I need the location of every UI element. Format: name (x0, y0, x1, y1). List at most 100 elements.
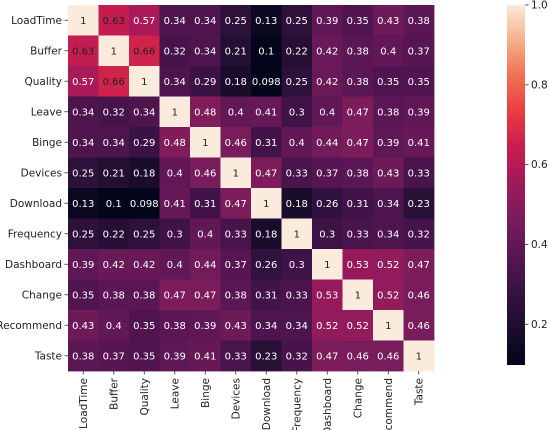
heatmap-cell (190, 127, 221, 158)
heatmap-cell (129, 188, 160, 219)
heatmap-cell (68, 218, 99, 250)
y-tick-label: Download (10, 198, 62, 210)
heatmap-cell (220, 218, 252, 250)
cell-value-label: 0.22 (286, 46, 308, 57)
cell-value-label: 0.63 (103, 16, 125, 27)
heatmap-cell (98, 157, 130, 189)
cell-value-label: 0.47 (347, 107, 369, 118)
heatmap-cell (129, 5, 160, 36)
cell-value-label: 0.29 (133, 138, 155, 149)
cell-value-label: 0.46 (408, 290, 430, 301)
heatmap-cell (159, 66, 191, 97)
x-tick-label: Quality (139, 378, 151, 416)
cell-value-label: 0.25 (72, 229, 94, 240)
heatmap-cell (342, 96, 374, 128)
heatmap-cell (312, 279, 343, 311)
heatmap-cell (373, 249, 404, 280)
y-tick-label: Devices (21, 167, 62, 179)
heatmap-cell (403, 340, 435, 372)
heatmap-cell (251, 127, 282, 158)
cell-value-label: 1 (141, 77, 147, 88)
colorbar-tick-label: 1.0 (531, 0, 548, 12)
heatmap-cell (159, 96, 191, 128)
heatmap-cell (403, 5, 435, 36)
heatmap-cell (373, 218, 404, 250)
heatmap-cell (220, 35, 252, 67)
cell-value-label: 0.53 (347, 260, 369, 271)
heatmap-cell (403, 279, 435, 311)
heatmap-cell (68, 66, 99, 97)
cell-value-label: 0.31 (255, 290, 277, 301)
cell-value-label: 0.47 (225, 199, 247, 210)
cell-value-label: 0.53 (316, 290, 338, 301)
heatmap-cell (98, 310, 130, 341)
heatmap-cell (251, 96, 282, 128)
cell-value-label: 0.098 (252, 77, 281, 88)
cell-value-label: 0.42 (316, 46, 338, 57)
heatmap-cell (129, 340, 160, 372)
cell-value-label: 0.43 (377, 168, 399, 179)
heatmap-cell (373, 279, 404, 311)
heatmap-cell (281, 127, 313, 158)
cell-value-label: 0.35 (133, 351, 155, 362)
x-tick-label: Download (261, 378, 273, 430)
heatmap-cell (251, 249, 282, 280)
cell-value-label: 0.4 (167, 168, 183, 179)
heatmap-cell (68, 5, 99, 36)
heatmap-cell (98, 279, 130, 311)
heatmap-cell (190, 249, 221, 280)
cell-value-label: 0.47 (194, 290, 216, 301)
heatmap-cell (190, 66, 221, 97)
x-tick-label: Recommend (383, 378, 395, 430)
heatmap-cell (251, 340, 282, 372)
heatmap-cell (373, 5, 404, 36)
heatmap-cell (373, 66, 404, 97)
heatmap-cell (129, 218, 160, 250)
heatmap-cell (251, 310, 282, 341)
colorbar-tick-label: 0.4 (531, 239, 548, 251)
cell-value-label: 0.37 (225, 260, 247, 271)
cell-value-label: 0.33 (225, 351, 247, 362)
cell-value-label: 0.47 (255, 168, 277, 179)
cell-value-label: 1 (111, 46, 117, 57)
cell-value-label: 0.34 (377, 229, 399, 240)
heatmap-cell (342, 310, 374, 341)
heatmap-cell (342, 340, 374, 372)
heatmap-cell-labels: 1 0.63 0.57 0.34 0.34 0.25 0.13 0.25 0.39 0.35 0.4… (72, 16, 430, 363)
cell-value-label: 0.47 (347, 138, 369, 149)
heatmap-cell (342, 157, 374, 189)
cell-value-label: 0.34 (133, 107, 155, 118)
heatmap-cell (129, 249, 160, 280)
heatmap-cell (68, 279, 99, 311)
heatmap-cell (312, 218, 343, 250)
heatmap-cell (373, 96, 404, 128)
heatmap-cell (342, 218, 374, 250)
heatmap-cell (190, 218, 221, 250)
cell-value-label: 0.46 (408, 321, 430, 332)
cell-value-label: 1 (263, 199, 269, 210)
cell-value-label: 0.37 (103, 351, 125, 362)
heatmap-cells (68, 5, 435, 372)
cell-value-label: 0.32 (103, 107, 125, 118)
heatmap-cell (68, 340, 99, 372)
cell-value-label: 0.34 (377, 199, 399, 210)
heatmap-cell (251, 188, 282, 219)
heatmap-cell (281, 340, 313, 372)
heatmap-cell (98, 127, 130, 158)
heatmap-cell (342, 5, 374, 36)
heatmap-cell (220, 279, 252, 311)
heatmap-cell (312, 188, 343, 219)
heatmap-cell (159, 157, 191, 189)
heatmap-cell (281, 66, 313, 97)
x-tick-label: Devices (230, 378, 242, 419)
cell-value-label: 0.57 (133, 16, 155, 27)
heatmap-cell (220, 5, 252, 36)
cell-value-label: 0.48 (164, 138, 186, 149)
heatmap-cell (251, 5, 282, 36)
y-tick-label: Dashboard (5, 259, 62, 271)
heatmap-cell (98, 66, 130, 97)
cell-value-label: 0.35 (347, 16, 369, 27)
cell-value-label: 0.47 (164, 290, 186, 301)
heatmap-cell (159, 340, 191, 372)
cell-value-label: 0.1 (106, 199, 122, 210)
